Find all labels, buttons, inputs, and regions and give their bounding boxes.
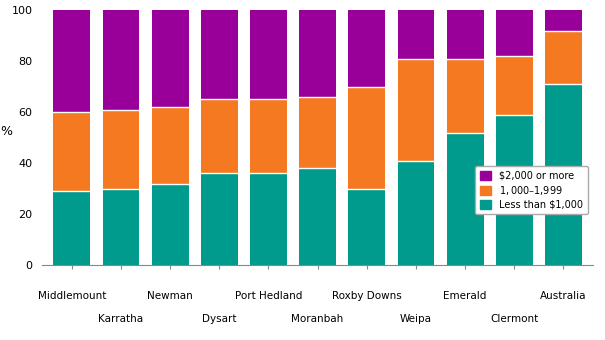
Text: Weipa: Weipa xyxy=(400,313,432,324)
Legend: $2,000 or more, $1,000–$1,999, Less than $1,000: $2,000 or more, $1,000–$1,999, Less than… xyxy=(475,166,588,215)
Bar xyxy=(397,58,434,160)
Bar xyxy=(250,99,287,173)
Bar xyxy=(201,10,238,99)
Text: Roxby Downs: Roxby Downs xyxy=(332,291,402,301)
Bar xyxy=(53,112,90,191)
Text: Australia: Australia xyxy=(540,291,587,301)
Text: Karratha: Karratha xyxy=(99,313,143,324)
Bar xyxy=(496,10,532,56)
Text: Emerald: Emerald xyxy=(443,291,487,301)
Bar xyxy=(299,168,336,265)
Bar xyxy=(299,97,336,168)
Bar xyxy=(446,58,483,133)
Bar xyxy=(53,10,90,112)
Bar xyxy=(250,173,287,265)
Text: Clermont: Clermont xyxy=(490,313,538,324)
Bar xyxy=(152,184,189,265)
Bar xyxy=(299,10,336,97)
Bar xyxy=(250,10,287,99)
Bar xyxy=(152,107,189,184)
Bar xyxy=(545,10,582,31)
Bar xyxy=(397,10,434,58)
Bar xyxy=(201,99,238,173)
Bar xyxy=(103,189,139,265)
Bar xyxy=(201,173,238,265)
Bar xyxy=(348,189,385,265)
Bar xyxy=(545,84,582,265)
Bar xyxy=(152,10,189,107)
Bar xyxy=(496,56,532,115)
Bar xyxy=(103,109,139,189)
Y-axis label: %: % xyxy=(0,125,12,138)
Bar xyxy=(496,115,532,265)
Bar xyxy=(545,31,582,84)
Bar xyxy=(446,133,483,265)
Bar xyxy=(103,10,139,109)
Bar xyxy=(348,10,385,87)
Text: Middlemount: Middlemount xyxy=(38,291,106,301)
Bar xyxy=(348,87,385,189)
Text: Port Hedland: Port Hedland xyxy=(235,291,302,301)
Text: Newman: Newman xyxy=(147,291,193,301)
Text: Moranbah: Moranbah xyxy=(292,313,344,324)
Bar xyxy=(397,160,434,265)
Bar xyxy=(446,10,483,58)
Text: Dysart: Dysart xyxy=(202,313,237,324)
Bar xyxy=(53,191,90,265)
